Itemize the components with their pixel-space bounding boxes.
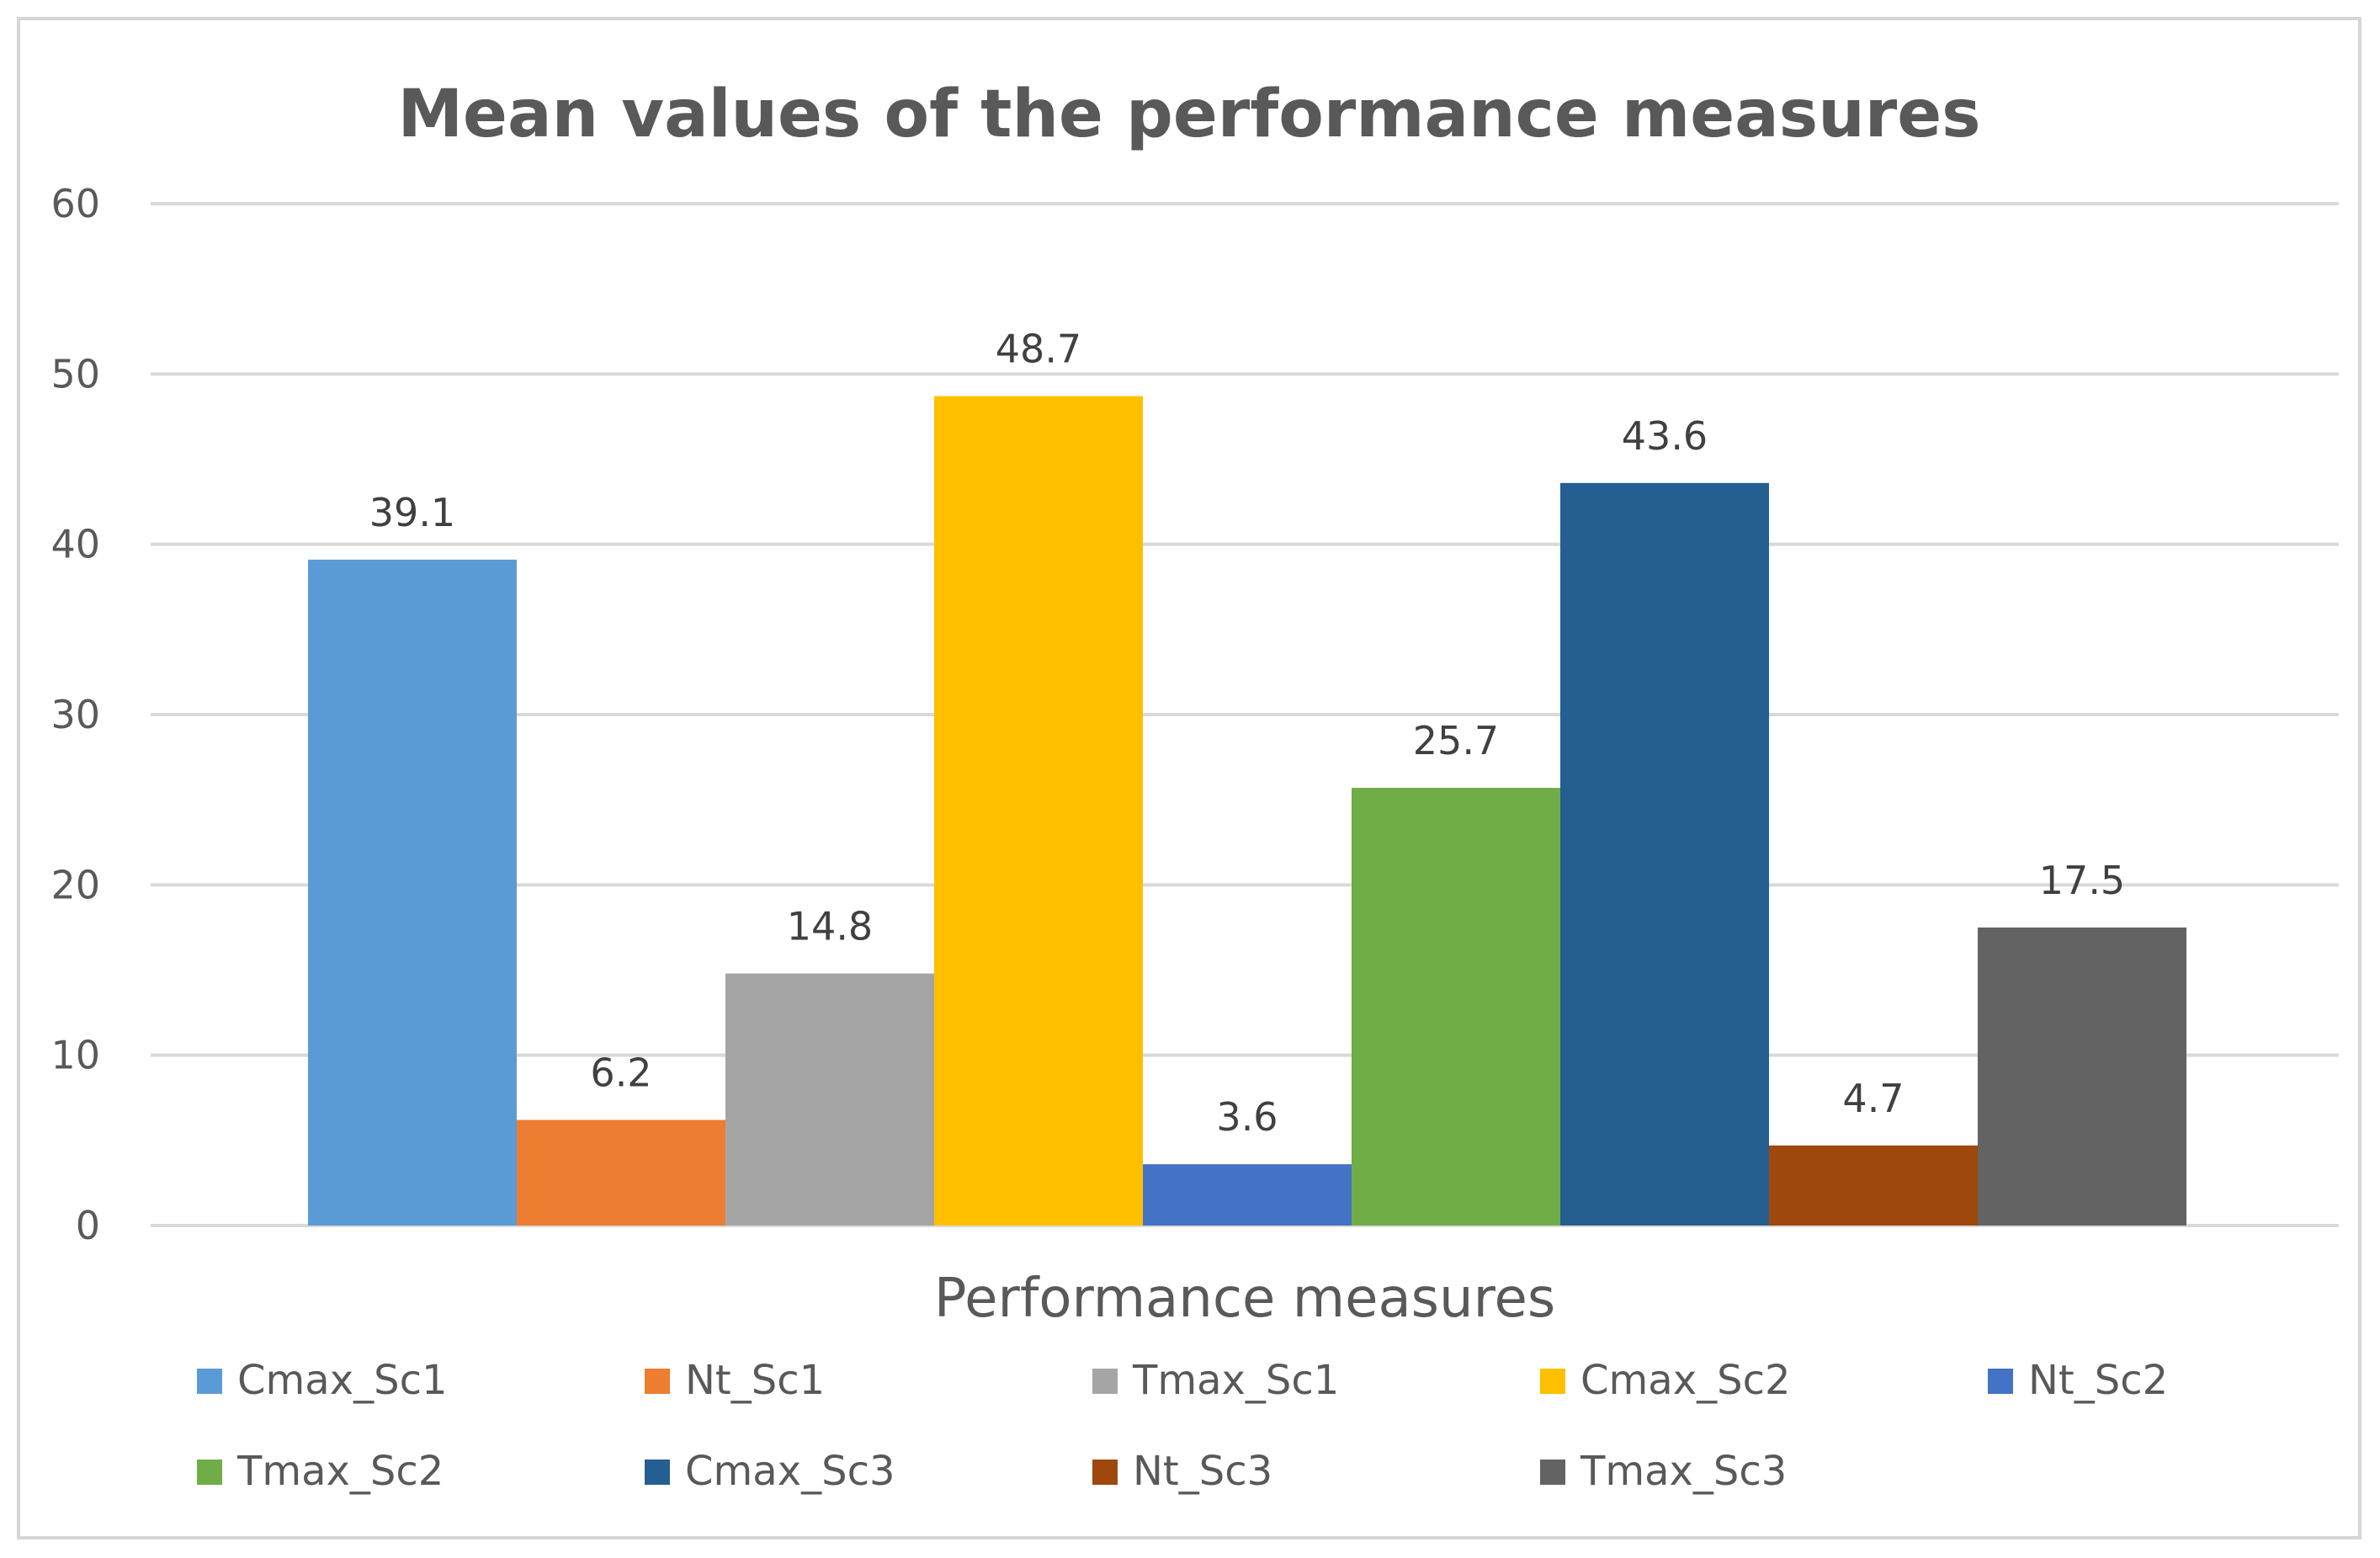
data-label: 48.7	[996, 327, 1081, 372]
data-label: 17.5	[2039, 858, 2125, 903]
x-axis-title: Performance measures	[934, 1268, 1555, 1330]
y-tick-label: 10	[50, 1033, 100, 1078]
data-label: 4.7	[1842, 1076, 1904, 1121]
legend-swatch	[1540, 1460, 1565, 1485]
bars	[308, 396, 2186, 1226]
legend-swatch	[1092, 1460, 1118, 1485]
legend-label: Tmax_Sc1	[1132, 1357, 1339, 1404]
bar-tmax-sc3	[1978, 927, 2186, 1226]
legend-swatch	[1092, 1369, 1118, 1394]
legend-label: Cmax_Sc1	[237, 1357, 448, 1404]
legend-swatch	[645, 1460, 670, 1485]
data-label: 6.2	[590, 1050, 651, 1096]
y-tick-label: 60	[50, 181, 100, 226]
legend-label: Nt_Sc1	[685, 1357, 825, 1404]
bar-nt-sc2	[1143, 1164, 1352, 1226]
data-label: 25.7	[1413, 718, 1499, 763]
bar-cmax-sc1	[308, 559, 517, 1226]
bar-chart: Mean values of the performance measures …	[50, 77, 2339, 1495]
legend-label: Cmax_Sc3	[685, 1448, 895, 1495]
legend-swatch	[197, 1369, 222, 1394]
bar-tmax-sc2	[1352, 788, 1560, 1226]
legend-label: Nt_Sc2	[2028, 1357, 2168, 1404]
bar-nt-sc1	[517, 1119, 725, 1226]
data-label: 43.6	[1622, 413, 1708, 459]
legend-label: Nt_Sc3	[1133, 1448, 1272, 1495]
y-tick-label: 20	[50, 862, 100, 907]
y-tick-label: 0	[76, 1203, 100, 1248]
bar-nt-sc3	[1769, 1145, 1978, 1226]
y-tick-label: 50	[50, 351, 100, 396]
chart-title: Mean values of the performance measures	[397, 77, 1980, 152]
bar-cmax-sc3	[1560, 482, 1769, 1226]
y-tick-label: 30	[50, 692, 100, 737]
legend-swatch	[1988, 1369, 2013, 1394]
legend: Cmax_Sc1 Nt_Sc1 Tmax_Sc1 Cmax_Sc2 Nt_Sc2 Tmax…	[197, 1357, 2168, 1495]
legend-label: Tmax_Sc2	[236, 1448, 444, 1495]
data-labels: 39.1 6.2 14.8 48.7 3.6 25.7 43.6 4.7 17.5	[369, 327, 2125, 1141]
data-label: 14.8	[787, 904, 873, 949]
chart-frame: Mean values of the performance measures …	[17, 17, 2361, 1539]
y-axis-ticks: 0 10 20 30 40 50 60	[50, 181, 100, 1248]
legend-swatch	[645, 1369, 670, 1394]
legend-swatch	[1540, 1369, 1565, 1394]
data-label: 39.1	[369, 490, 455, 535]
legend-label: Cmax_Sc2	[1580, 1357, 1791, 1404]
bar-tmax-sc1	[725, 973, 934, 1226]
bar-cmax-sc2	[934, 396, 1143, 1226]
y-tick-label: 40	[50, 522, 100, 567]
legend-label: Tmax_Sc3	[1580, 1448, 1787, 1495]
data-label: 3.6	[1216, 1094, 1278, 1140]
legend-swatch	[197, 1460, 222, 1485]
